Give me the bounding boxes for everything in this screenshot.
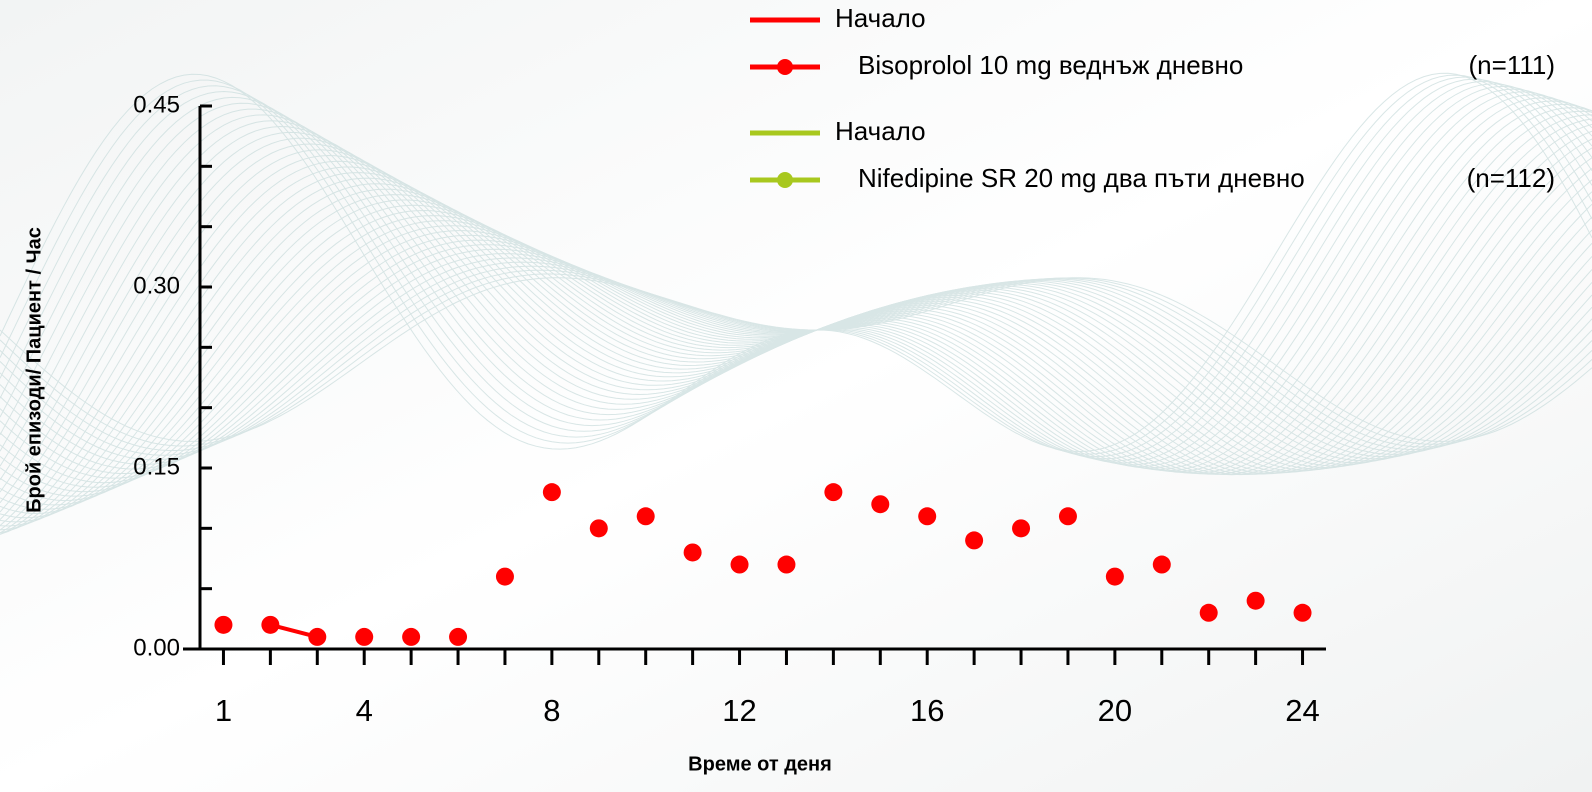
legend-count: (n=111) (1469, 50, 1555, 80)
x-axis-title: Време от деня (688, 753, 832, 775)
x-tick-label: 12 (722, 693, 756, 728)
x-tick-label: 8 (543, 693, 560, 728)
data-point (543, 483, 561, 501)
legend-marker (777, 172, 793, 188)
data-point (1200, 604, 1218, 622)
data-point (590, 519, 608, 537)
legend-marker (777, 59, 793, 75)
legend-label: Начало (835, 116, 926, 146)
data-point (1247, 592, 1265, 610)
data-point (308, 628, 326, 646)
data-point (965, 531, 983, 549)
y-tick-label: 0.30 (133, 272, 180, 299)
legend-label: Bisoprolol 10 mg веднъж дневно (858, 50, 1243, 80)
y-axis-title: Брой епизоди/ Пациент / Час (23, 227, 45, 513)
legend-count: (n=112) (1467, 163, 1555, 193)
y-tick-label: 0.15 (133, 453, 180, 480)
x-tick-label: 20 (1098, 693, 1132, 728)
y-tick-label: 0.00 (133, 634, 180, 661)
data-point (1294, 604, 1312, 622)
data-point (871, 495, 889, 513)
data-point (684, 543, 702, 561)
data-point (777, 556, 795, 574)
data-point (214, 616, 232, 634)
y-tick-label: 0.45 (133, 91, 180, 118)
data-point (731, 556, 749, 574)
data-point (918, 507, 936, 525)
x-tick-label: 16 (910, 693, 944, 728)
data-point (449, 628, 467, 646)
data-point (637, 507, 655, 525)
legend-label: Nifedipine SR 20 mg два пъти дневно (858, 163, 1305, 193)
data-point (1012, 519, 1030, 537)
x-tick-label: 1 (215, 693, 232, 728)
data-point (1106, 568, 1124, 586)
data-point (355, 628, 373, 646)
data-point (496, 568, 514, 586)
data-point (1059, 507, 1077, 525)
chart: Време от деня Брой епизоди/ Пациент / Ча… (0, 0, 1592, 792)
data-point (261, 616, 279, 634)
x-tick-label: 24 (1285, 693, 1319, 728)
data-point (824, 483, 842, 501)
data-point (402, 628, 420, 646)
x-tick-label: 4 (356, 693, 373, 728)
legend-label: Начало (835, 3, 926, 33)
data-point (1153, 556, 1171, 574)
